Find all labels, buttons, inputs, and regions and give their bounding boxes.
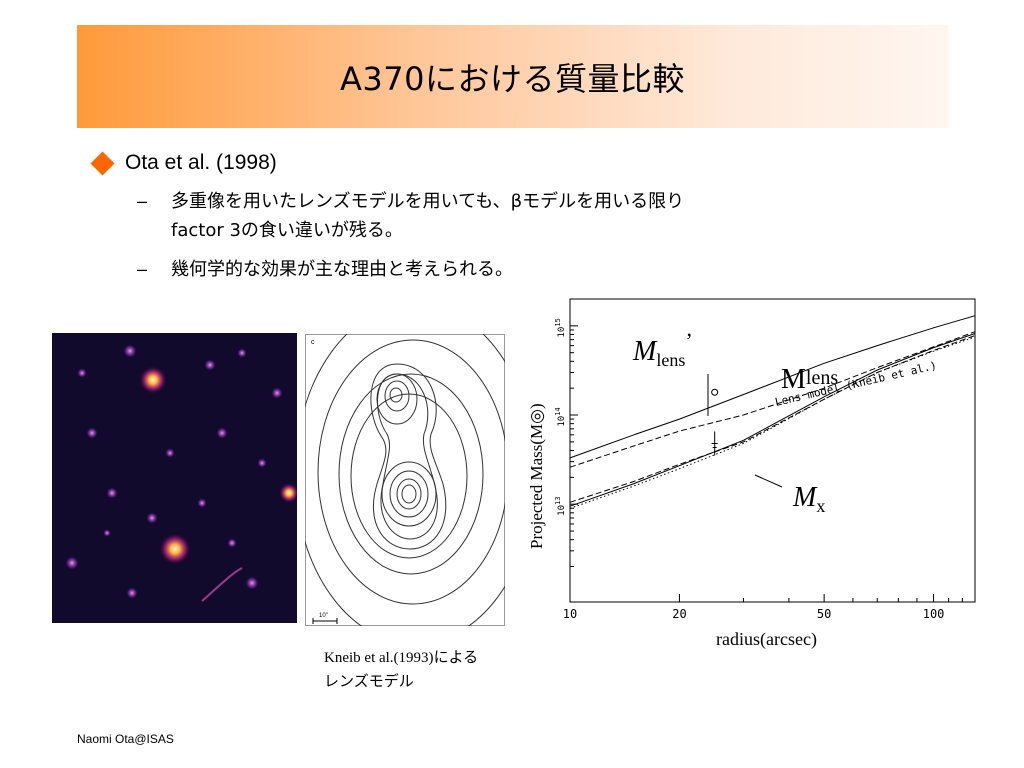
figure-caption: Kneib et al.(1993)による レンズモデル bbox=[324, 646, 478, 693]
x-axis-label: radius(arcsec) bbox=[716, 629, 817, 650]
y-tick-label: 1015 bbox=[554, 318, 567, 337]
x-tick-label: 20 bbox=[672, 607, 686, 621]
series-line-4 bbox=[569, 333, 976, 507]
chart-svg: 10 20 50 100 1013 1014 1015 Projected Mass(M◎)… bbox=[527, 298, 976, 650]
caption-ref-suffix: による bbox=[433, 648, 479, 666]
y-tick-label: 1013 bbox=[554, 497, 567, 516]
contour-panel-label: c bbox=[311, 339, 315, 346]
sub-bullet-1-line1: 多重像を用いたレンズモデルを用いても、βモデルを用いる限り bbox=[171, 191, 685, 212]
footer-author: Naomi Ota@ISAS bbox=[77, 732, 174, 746]
data-point-mlens-prime bbox=[711, 388, 719, 396]
dash-marker: – bbox=[137, 191, 148, 211]
bullet-ota: Ota et al. (1998) bbox=[88, 150, 277, 176]
x-tick-label: 50 bbox=[817, 607, 831, 621]
caption-line2: レンズモデル bbox=[324, 672, 414, 690]
series-line-3 bbox=[569, 335, 976, 503]
contour-svg: c 10" bbox=[294, 303, 536, 645]
mass-profile-chart: 10 20 50 100 1013 1014 1015 Projected Mass(M◎)… bbox=[516, 294, 978, 654]
dash-marker: – bbox=[137, 259, 148, 279]
title-bar: A370における質量比較 bbox=[77, 25, 948, 128]
caption-ref: Kneib et al.(1993) bbox=[324, 650, 434, 666]
series-line-1 bbox=[569, 315, 976, 459]
series-line-2 bbox=[569, 331, 976, 468]
plot-frame bbox=[569, 298, 976, 603]
label-mlens: Mlens bbox=[781, 364, 838, 395]
lens-contour-map: c 10" bbox=[294, 303, 536, 645]
contour-scale-label: 10" bbox=[319, 613, 328, 619]
sub-bullet-1: – 多重像を用いたレンズモデルを用いても、βモデルを用いる限り factor 3… bbox=[137, 187, 684, 245]
sub-bullet-2: – 幾何学的な効果が主な理由と考えられる。 bbox=[137, 255, 513, 284]
data-point-mx bbox=[711, 431, 718, 456]
sub-bullet-1-line2: factor 3の食い違いが残る。 bbox=[171, 220, 403, 241]
x-tick-label: 100 bbox=[923, 607, 945, 621]
label-mx: Mx bbox=[792, 482, 825, 516]
cluster-image bbox=[52, 333, 297, 623]
y-tick-label: 1014 bbox=[554, 407, 567, 426]
bullet-text: Ota et al. (1998) bbox=[125, 151, 277, 174]
x-tick-label: 10 bbox=[563, 607, 577, 621]
mx-pointer bbox=[754, 474, 783, 488]
slide-title: A370における質量比較 bbox=[340, 59, 685, 98]
y-axis-label: Projected Mass(M◎) bbox=[527, 403, 546, 549]
diamond-bullet-icon bbox=[90, 150, 115, 176]
sub-bullet-2-text: 幾何学的な効果が主な理由と考えられる。 bbox=[171, 259, 513, 280]
cluster-image-svg bbox=[52, 333, 297, 623]
label-mlens-prime: Mlens’ bbox=[632, 328, 693, 370]
